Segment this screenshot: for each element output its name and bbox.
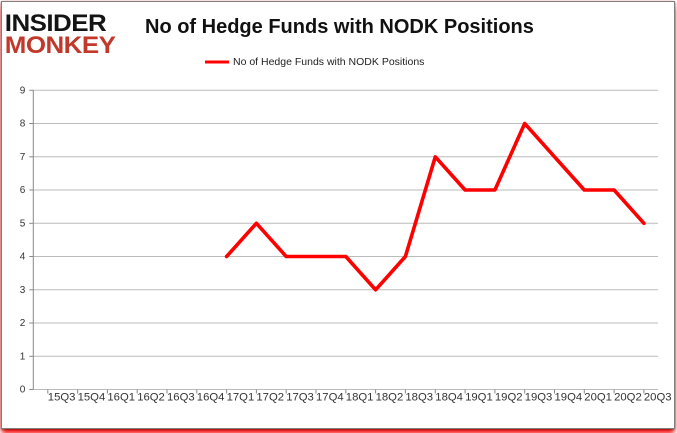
svg-text:18Q2: 18Q2 [376, 392, 404, 404]
svg-text:0: 0 [20, 385, 26, 396]
svg-text:17Q2: 17Q2 [256, 392, 284, 404]
svg-text:17Q4: 17Q4 [316, 392, 344, 404]
svg-text:17Q3: 17Q3 [286, 392, 314, 404]
svg-text:1: 1 [20, 351, 26, 362]
svg-text:19Q2: 19Q2 [495, 392, 523, 404]
svg-text:20Q1: 20Q1 [584, 392, 612, 404]
svg-text:2: 2 [20, 318, 26, 329]
svg-text:16Q4: 16Q4 [197, 392, 225, 404]
svg-text:16Q1: 16Q1 [107, 392, 135, 404]
svg-text:5: 5 [20, 218, 26, 229]
svg-text:9: 9 [20, 85, 26, 96]
svg-text:7: 7 [20, 152, 26, 163]
svg-text:4: 4 [20, 252, 26, 263]
svg-text:15Q4: 15Q4 [78, 392, 106, 404]
svg-text:20Q2: 20Q2 [614, 392, 642, 404]
svg-text:15Q3: 15Q3 [48, 392, 76, 404]
svg-text:18Q1: 18Q1 [346, 392, 374, 404]
svg-text:19Q3: 19Q3 [525, 392, 553, 404]
svg-text:18Q3: 18Q3 [405, 392, 433, 404]
svg-text:3: 3 [20, 285, 26, 296]
svg-text:19Q1: 19Q1 [465, 392, 493, 404]
svg-text:8: 8 [20, 119, 26, 130]
svg-text:16Q2: 16Q2 [137, 392, 165, 404]
svg-text:20Q3: 20Q3 [644, 392, 672, 404]
svg-text:16Q3: 16Q3 [167, 392, 195, 404]
svg-text:19Q4: 19Q4 [555, 392, 583, 404]
svg-text:18Q4: 18Q4 [435, 392, 463, 404]
svg-text:6: 6 [20, 185, 26, 196]
svg-text:17Q1: 17Q1 [227, 392, 255, 404]
